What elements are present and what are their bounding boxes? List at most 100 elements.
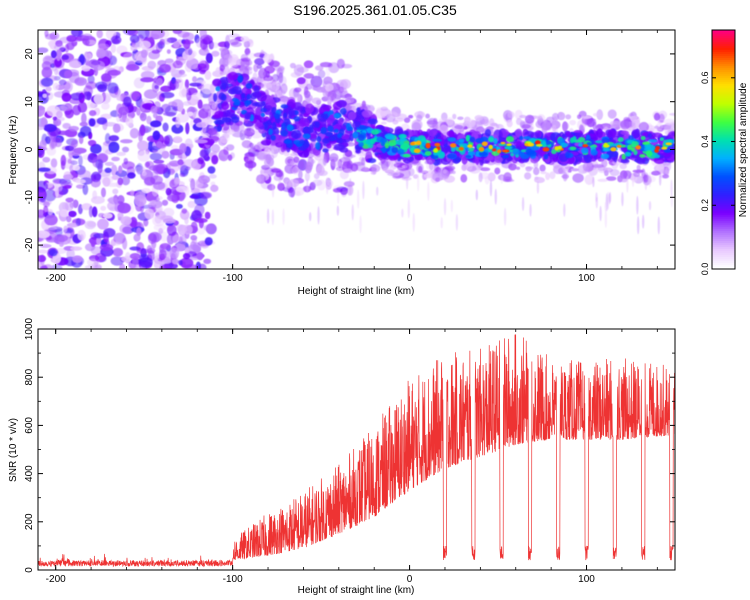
spectrogram-cell bbox=[271, 121, 277, 130]
spectrogram-cell bbox=[109, 241, 122, 246]
spectrogram-cell bbox=[85, 39, 90, 45]
spectrogram-cell bbox=[172, 60, 183, 69]
spectrogram-cell bbox=[465, 134, 470, 142]
snr-plot-area bbox=[38, 334, 675, 568]
spectrogram-cell bbox=[615, 126, 621, 130]
spectrogram-cell bbox=[654, 125, 660, 129]
spectrogram-cell bbox=[583, 154, 592, 163]
spectrogram-cell bbox=[551, 124, 557, 132]
spectrogram-cell bbox=[197, 157, 204, 165]
spectrogram-cell bbox=[62, 122, 71, 130]
spectrogram-cell bbox=[371, 129, 379, 135]
spectrogram-cell bbox=[209, 139, 214, 146]
spectrogram-cell bbox=[186, 111, 194, 117]
spectrogram-cell bbox=[425, 113, 430, 119]
spectrogram-cell bbox=[567, 142, 575, 148]
spectrogram-cell bbox=[351, 204, 354, 221]
colorbar-step bbox=[712, 109, 735, 113]
spectrogram-cell bbox=[303, 127, 310, 136]
spectrogram-cell bbox=[77, 229, 86, 241]
spectrogram-cell bbox=[380, 121, 387, 125]
spectrogram-cell bbox=[514, 128, 523, 138]
colorbar-step bbox=[712, 167, 735, 171]
spectrogram-cell bbox=[357, 134, 365, 142]
colorbar-step bbox=[712, 209, 735, 212]
spectrogram-cell bbox=[416, 114, 423, 122]
spectrogram-cell bbox=[70, 160, 78, 166]
colorbar-step bbox=[712, 41, 735, 45]
spectrogram-cell bbox=[42, 93, 48, 99]
colorbar-step bbox=[712, 87, 735, 91]
spectrogram-cell bbox=[478, 146, 485, 152]
spectrogram-cell bbox=[116, 151, 126, 156]
spectrogram-cell bbox=[228, 71, 238, 81]
spectrogram-cell bbox=[574, 139, 582, 143]
colorbar-step bbox=[712, 229, 735, 232]
spectrogram-cell bbox=[81, 33, 93, 39]
spectrogram-cell bbox=[277, 66, 285, 75]
spectrogram-cell bbox=[260, 107, 267, 113]
spectrogram-cell bbox=[90, 143, 102, 154]
spectrogram-cell bbox=[197, 63, 207, 70]
spectrogram-cell bbox=[160, 91, 175, 99]
spectrogram-cell bbox=[648, 171, 652, 188]
spectrogram-xtick-label: 0 bbox=[407, 273, 413, 284]
spectrogram-cell bbox=[204, 237, 213, 246]
spectrogram-cell bbox=[67, 158, 72, 164]
spectrogram-cell bbox=[545, 172, 551, 181]
spectrogram-cell bbox=[81, 112, 87, 125]
spectrogram-cell bbox=[659, 137, 665, 142]
colorbar-step bbox=[712, 53, 735, 57]
spectrogram-ytick-label: 20 bbox=[24, 48, 35, 60]
spectrogram-cell bbox=[305, 103, 315, 114]
spectrogram-cell bbox=[129, 91, 141, 101]
spectrogram-cell bbox=[263, 122, 269, 130]
spectrogram-cell bbox=[569, 119, 577, 126]
spectrogram-cell bbox=[410, 141, 415, 146]
spectrogram-cell bbox=[190, 240, 197, 250]
colorbar-step bbox=[712, 215, 735, 218]
spectrogram-cell bbox=[412, 212, 415, 232]
spectrogram-cell bbox=[110, 44, 117, 53]
spectrogram-cell bbox=[42, 156, 51, 163]
spectrogram-cell bbox=[197, 99, 203, 110]
spectrogram-cell bbox=[565, 114, 572, 120]
spectrogram-cell bbox=[447, 137, 457, 142]
spectrogram-cell bbox=[159, 63, 171, 73]
spectrogram-cell bbox=[160, 242, 171, 250]
colorbar-step bbox=[712, 243, 735, 246]
spectrogram-cell bbox=[238, 101, 245, 108]
spectrogram-cell bbox=[347, 126, 354, 132]
spectrogram-cell bbox=[171, 79, 182, 84]
spectrogram-cell bbox=[68, 210, 77, 218]
spectrogram-cell bbox=[245, 89, 252, 95]
spectrogram-cell bbox=[616, 144, 622, 148]
spectrogram-cell bbox=[38, 167, 51, 172]
colorbar-step bbox=[712, 141, 735, 145]
colorbar-tick-label: 0.2 bbox=[700, 199, 710, 212]
spectrogram-cell bbox=[529, 203, 532, 217]
spectrogram-cell bbox=[136, 163, 144, 175]
spectrogram-cell bbox=[289, 89, 294, 100]
spectrogram-cell bbox=[54, 68, 59, 76]
spectrogram-cell bbox=[657, 216, 660, 235]
spectrogram-cell bbox=[52, 56, 65, 69]
spectrogram-cell bbox=[310, 159, 316, 164]
spectrogram-cell bbox=[101, 73, 112, 82]
spectrogram-cell bbox=[500, 141, 506, 145]
spectrogram-cell bbox=[244, 129, 250, 139]
spectrogram-cell bbox=[178, 259, 183, 266]
spectrogram-cell bbox=[572, 173, 584, 183]
spectrogram-cell bbox=[358, 141, 364, 147]
spectrogram-cell bbox=[337, 118, 344, 126]
spectrogram-cell bbox=[397, 148, 405, 155]
spectrogram-cell bbox=[525, 166, 532, 172]
spectrogram-cell bbox=[521, 124, 531, 129]
spectrogram-cell bbox=[283, 112, 288, 119]
colorbar-step bbox=[712, 227, 735, 230]
spectrogram-cell bbox=[177, 159, 184, 166]
spectrogram-cell bbox=[220, 46, 229, 55]
spectrogram-cell bbox=[234, 99, 241, 106]
spectrogram-cell bbox=[245, 100, 252, 106]
spectrogram-cell bbox=[604, 201, 607, 212]
